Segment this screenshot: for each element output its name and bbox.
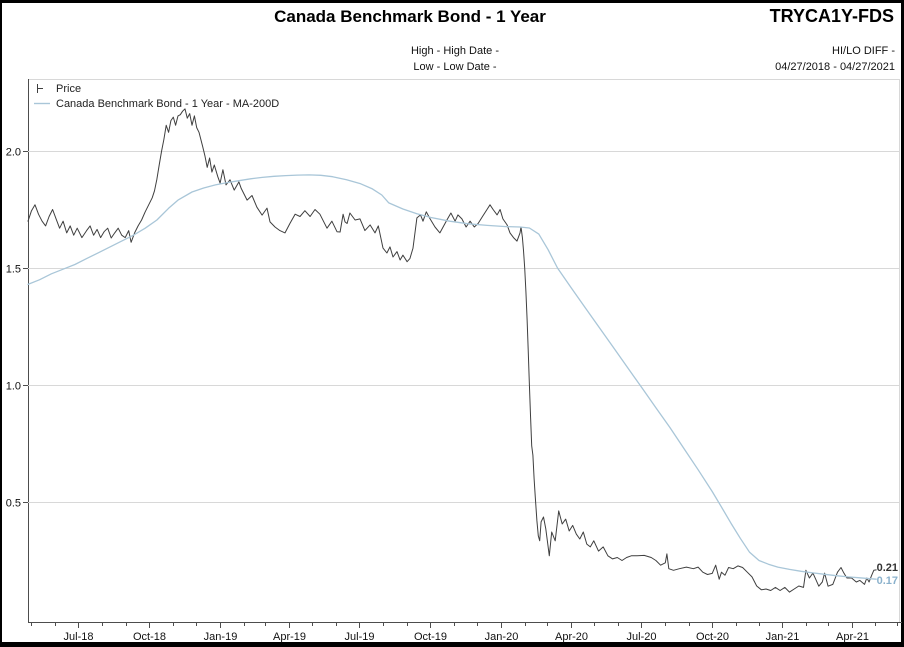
ma-last-value: 0.17	[877, 575, 898, 587]
ma-line	[27, 174, 877, 580]
hilo-diff-line: HI/LO DIFF -	[832, 45, 895, 57]
x-axis-label: Jul-20	[627, 631, 657, 643]
window-border-bottom	[0, 642, 904, 647]
x-axis-label: Jan-20	[485, 631, 519, 643]
legend: Price Canada Benchmark Bond - 1 Year - M…	[34, 81, 279, 111]
legend-label-price: Price	[56, 82, 82, 95]
price-last-value: 0.21	[877, 562, 898, 574]
y-axis-label: 2.0	[6, 147, 21, 159]
window-border-top	[0, 0, 904, 3]
page-title: Canada Benchmark Bond - 1 Year	[274, 7, 546, 26]
x-axis-label: Oct-19	[414, 631, 447, 643]
y-axis-label: 1.0	[6, 381, 21, 393]
x-axis-label: Jul-18	[64, 631, 94, 643]
high-value-line: High - High Date -	[410, 45, 500, 57]
x-axis-label: Oct-18	[133, 631, 166, 643]
y-axis-label: 1.5	[6, 264, 21, 276]
date-range: 04/27/2018 - 04/27/2021	[775, 61, 895, 73]
x-axis-label: Apr-21	[836, 631, 869, 643]
low-value-line: Low - Low Date -	[413, 61, 497, 73]
x-axis-label: Jul-19	[345, 631, 375, 643]
x-axis-label: Oct-20	[696, 631, 729, 643]
ma-line-icon	[34, 98, 56, 109]
y-axis-label: 0.5	[6, 498, 21, 510]
x-axis-label: Jan-19	[204, 631, 238, 643]
x-axis-label: Apr-20	[555, 631, 588, 643]
legend-item-ma: Canada Benchmark Bond - 1 Year - MA-200D	[34, 96, 279, 111]
window-border-left	[0, 0, 2, 647]
legend-item-price: Price	[34, 81, 279, 96]
price-bar-icon	[34, 83, 56, 94]
ticker-symbol: TRYCA1Y-FDS	[769, 6, 894, 26]
x-axis-label: Apr-19	[273, 631, 306, 643]
window-border-right	[901, 0, 904, 647]
legend-label-ma: Canada Benchmark Bond - 1 Year - MA-200D	[56, 97, 280, 110]
x-axis-label: Jan-21	[766, 631, 800, 643]
price-line	[27, 108, 877, 593]
